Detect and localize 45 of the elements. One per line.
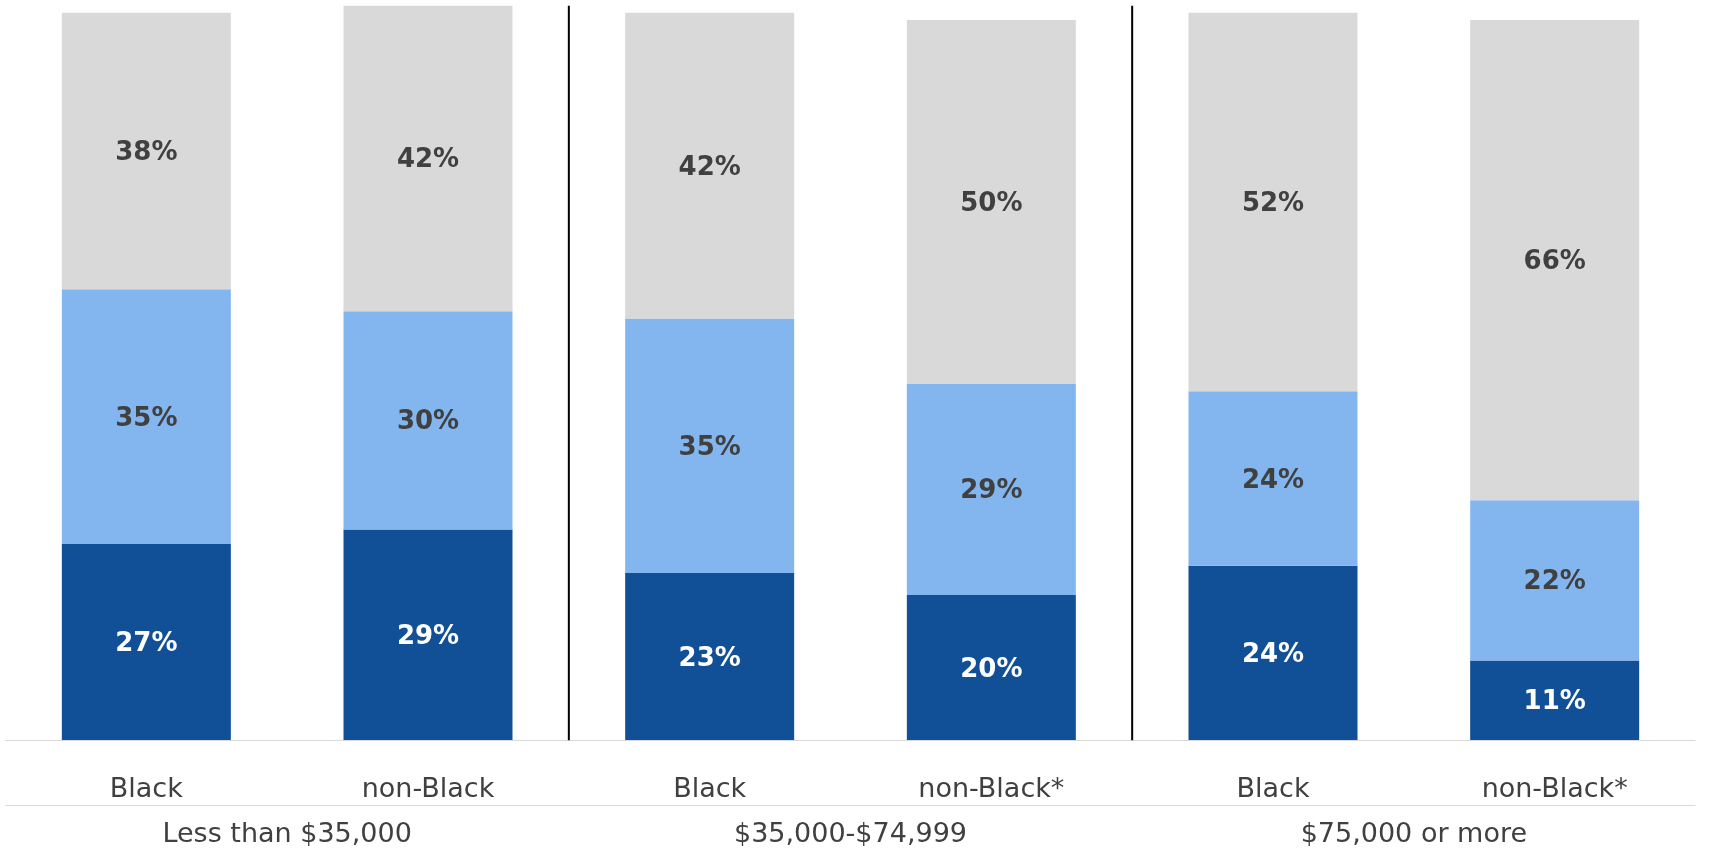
data-label: 24% xyxy=(1241,638,1305,669)
data-label: 29% xyxy=(396,619,460,650)
bar xyxy=(906,594,1076,741)
data-label: 38% xyxy=(115,136,178,167)
data-label: 35% xyxy=(115,401,178,432)
bar xyxy=(625,573,795,741)
bar xyxy=(906,20,1076,384)
data-label: 23% xyxy=(678,641,741,672)
data-label: 27% xyxy=(115,627,178,658)
data-label: 11% xyxy=(1523,685,1586,716)
bar xyxy=(61,289,231,545)
text: Less than $35,000 xyxy=(162,816,412,848)
x-tick-label: non-Black xyxy=(361,771,495,803)
bar xyxy=(61,544,231,741)
text: $35,000-$74,999 xyxy=(733,816,968,848)
bar xyxy=(1470,20,1640,501)
data-label: 35% xyxy=(678,430,741,461)
x-tick-label: non-Black* xyxy=(918,771,1065,803)
x-tick-label: Black xyxy=(1236,771,1310,803)
data-label: 22% xyxy=(1523,565,1586,596)
text: $75,000 or more xyxy=(1300,816,1528,848)
data-label: 24% xyxy=(1241,463,1305,494)
bar xyxy=(343,529,513,741)
data-label: 29% xyxy=(960,474,1023,505)
data-label: 66% xyxy=(1523,245,1586,276)
bar xyxy=(625,12,795,319)
bar xyxy=(625,318,795,574)
bar xyxy=(1188,565,1358,741)
bar xyxy=(343,5,513,312)
data-label: 42% xyxy=(396,143,460,174)
bar xyxy=(1470,660,1640,741)
x-tick-label: Black xyxy=(109,771,184,803)
data-label: 30% xyxy=(396,405,460,436)
data-label: 52% xyxy=(1241,186,1305,217)
bar xyxy=(1188,12,1358,392)
bar xyxy=(343,311,513,530)
data-label: 20% xyxy=(960,652,1023,683)
x-tick-label: non-Black* xyxy=(1481,771,1628,803)
data-label: 50% xyxy=(960,186,1023,217)
bar xyxy=(61,12,231,290)
bar xyxy=(1470,500,1640,661)
data-label: 42% xyxy=(678,150,741,181)
x-tick-label: Black xyxy=(673,771,747,803)
bar xyxy=(1188,391,1358,566)
bar xyxy=(906,383,1076,595)
